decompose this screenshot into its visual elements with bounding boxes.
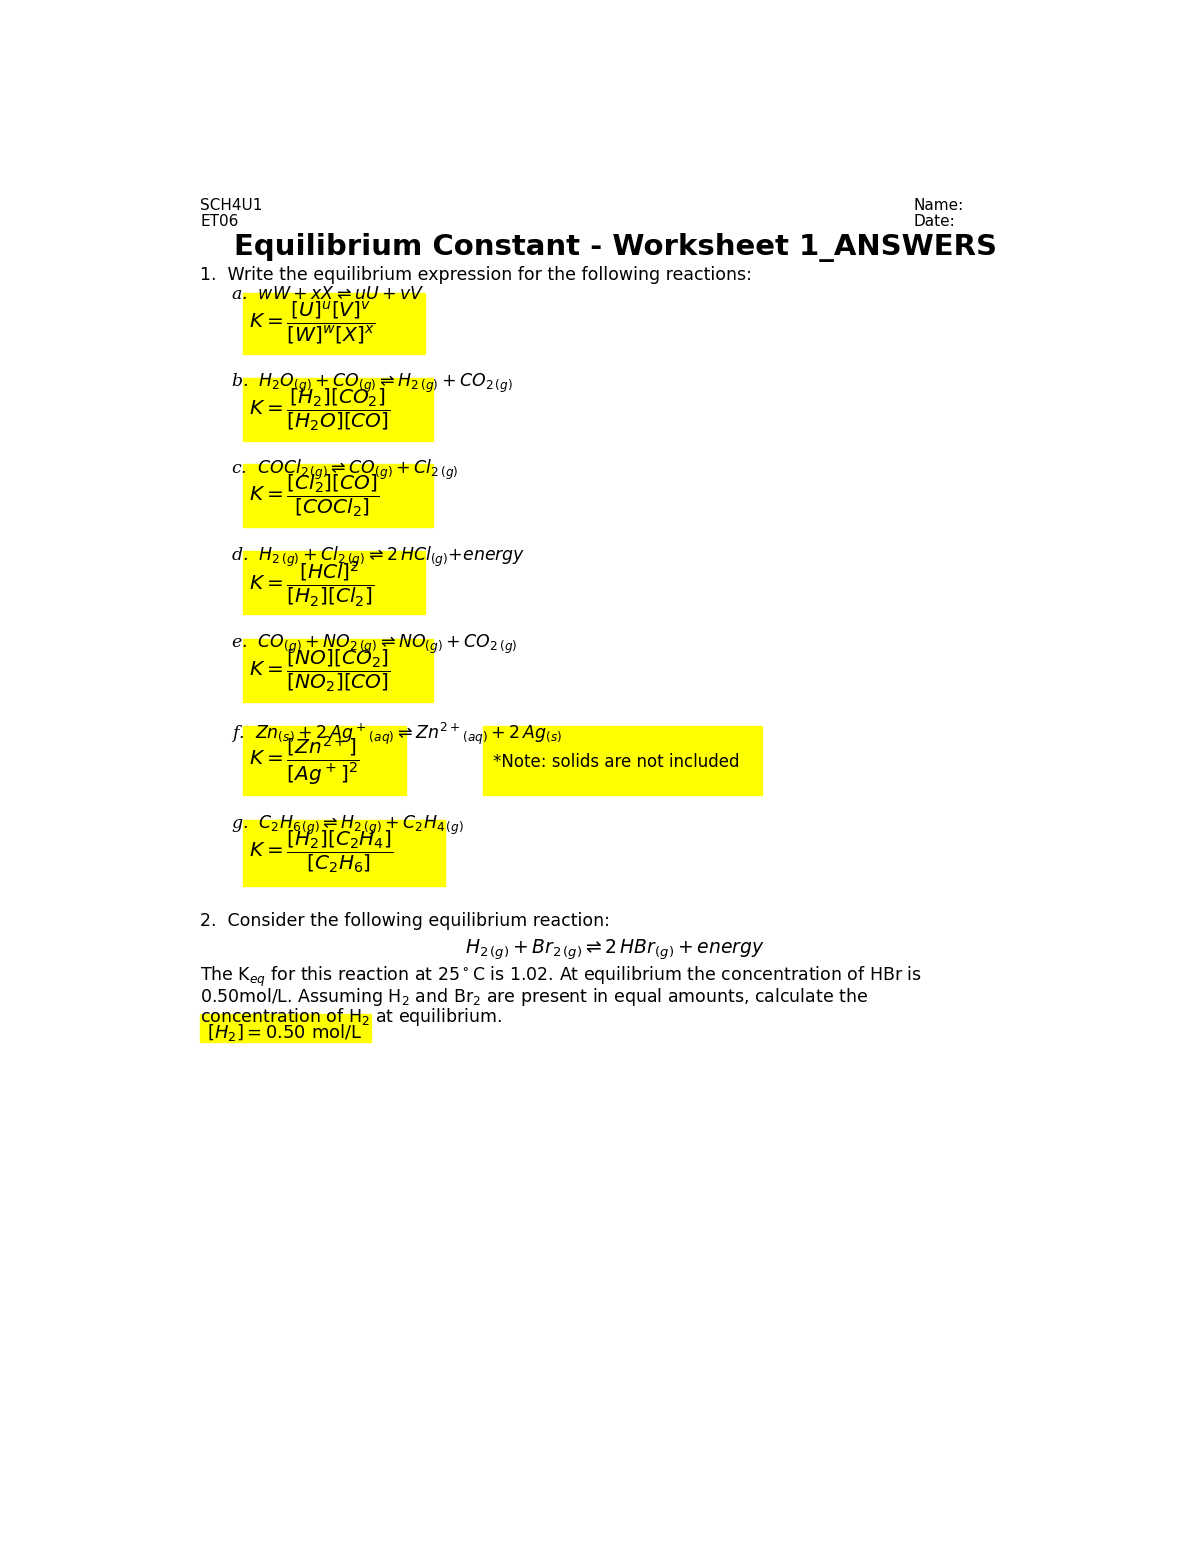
FancyBboxPatch shape [242, 377, 433, 441]
FancyBboxPatch shape [242, 727, 406, 795]
Text: Date:: Date: [913, 214, 955, 230]
Text: concentration of H$_2$ at equilibrium.: concentration of H$_2$ at equilibrium. [200, 1006, 503, 1028]
FancyBboxPatch shape [242, 640, 433, 702]
Text: $K = \dfrac{[Cl_2][CO]}{[COCl_2]}$: $K = \dfrac{[Cl_2][CO]}{[COCl_2]}$ [250, 472, 379, 519]
Text: $K = \dfrac{[H_2][C_2H_4]}{[C_2H_6]}$: $K = \dfrac{[H_2][C_2H_4]}{[C_2H_6]}$ [250, 828, 394, 874]
Text: c.  $COCl_{2\,(g)} \rightleftharpoons CO_{(g)} + Cl_{2\,(g)}$: c. $COCl_{2\,(g)} \rightleftharpoons CO_… [232, 458, 458, 483]
Text: d.  $H_{2\,(g)} + Cl_{2\,(g)} \rightleftharpoons 2\,HCl_{(g)}$$ + \mathit{energy: d. $H_{2\,(g)} + Cl_{2\,(g)} \rightlefth… [232, 545, 526, 570]
Text: 0.50mol/L. Assuming H$_2$ and Br$_2$ are present in equal amounts, calculate the: 0.50mol/L. Assuming H$_2$ and Br$_2$ are… [200, 986, 869, 1008]
FancyBboxPatch shape [200, 1014, 371, 1042]
Text: 2.  Consider the following equilibrium reaction:: 2. Consider the following equilibrium re… [200, 913, 611, 930]
Text: $[H_2] = 0.50\ \mathrm{mol/L}$: $[H_2] = 0.50\ \mathrm{mol/L}$ [206, 1022, 362, 1042]
Text: Equilibrium Constant - Worksheet 1_ANSWERS: Equilibrium Constant - Worksheet 1_ANSWE… [234, 233, 996, 262]
FancyBboxPatch shape [242, 292, 425, 354]
Text: f.  $Zn_{(s)} + 2\,Ag^+{}_{(aq)} \rightleftharpoons Zn^{2+}{}_{(aq)} + 2\,Ag_{(s: f. $Zn_{(s)} + 2\,Ag^+{}_{(aq)} \rightle… [232, 721, 563, 747]
Text: 1.  Write the equilibrium expression for the following reactions:: 1. Write the equilibrium expression for … [200, 266, 752, 284]
Text: $K = \dfrac{[H_2][CO_2]}{[H_2O][CO]}$: $K = \dfrac{[H_2][CO_2]}{[H_2O][CO]}$ [250, 385, 391, 433]
Text: $K = \dfrac{[U]^u[V]^v}{[W]^w[X]^x}$: $K = \dfrac{[U]^u[V]^v}{[W]^w[X]^x}$ [250, 300, 376, 346]
Text: $K = \dfrac{[NO][CO_2]}{[NO_2][CO]}$: $K = \dfrac{[NO][CO_2]}{[NO_2][CO]}$ [250, 646, 391, 694]
Text: b.  $H_2O_{(g)} + CO_{(g)} \rightleftharpoons H_{2\,(g)} + CO_{2\,(g)}$: b. $H_2O_{(g)} + CO_{(g)} \rightleftharp… [232, 371, 514, 394]
Text: a.  $wW + xX \rightleftharpoons uU + vV$: a. $wW + xX \rightleftharpoons uU + vV$ [232, 286, 425, 303]
Text: $H_{2\,(g)} + Br_{2\,(g)} \rightleftharpoons 2\,HBr_{(g)} + \mathit{energy}$: $H_{2\,(g)} + Br_{2\,(g)} \rightleftharp… [466, 936, 764, 961]
Text: The K$_{eq}$ for this reaction at 25$\mathbf{^\circ}$C is 1.02. At equilibrium t: The K$_{eq}$ for this reaction at 25$\ma… [200, 964, 922, 989]
Text: Name:: Name: [913, 197, 964, 213]
Text: *Note: solids are not included: *Note: solids are not included [492, 753, 739, 772]
Text: g.  $C_2H_{6\,(g)} \rightleftharpoons H_{2\,(g)} + C_2H_{4\,(g)}$: g. $C_2H_{6\,(g)} \rightleftharpoons H_{… [232, 814, 464, 837]
FancyBboxPatch shape [484, 727, 762, 795]
FancyBboxPatch shape [242, 820, 444, 885]
FancyBboxPatch shape [242, 551, 425, 615]
Text: SCH4U1: SCH4U1 [200, 197, 263, 213]
Text: ET06: ET06 [200, 214, 239, 230]
Text: $K = \dfrac{[HCl]^2}{[H_2][Cl_2]}$: $K = \dfrac{[HCl]^2}{[H_2][Cl_2]}$ [250, 559, 374, 609]
Text: e.  $CO_{(g)} + NO_{2\,(g)} \rightleftharpoons NO_{(g)} + CO_{2\,(g)}$: e. $CO_{(g)} + NO_{2\,(g)} \rightlefthar… [232, 634, 518, 657]
Text: $K = \dfrac{[Zn^{2+}]}{[Ag^+]^2}$: $K = \dfrac{[Zn^{2+}]}{[Ag^+]^2}$ [250, 735, 360, 786]
FancyBboxPatch shape [242, 464, 433, 528]
